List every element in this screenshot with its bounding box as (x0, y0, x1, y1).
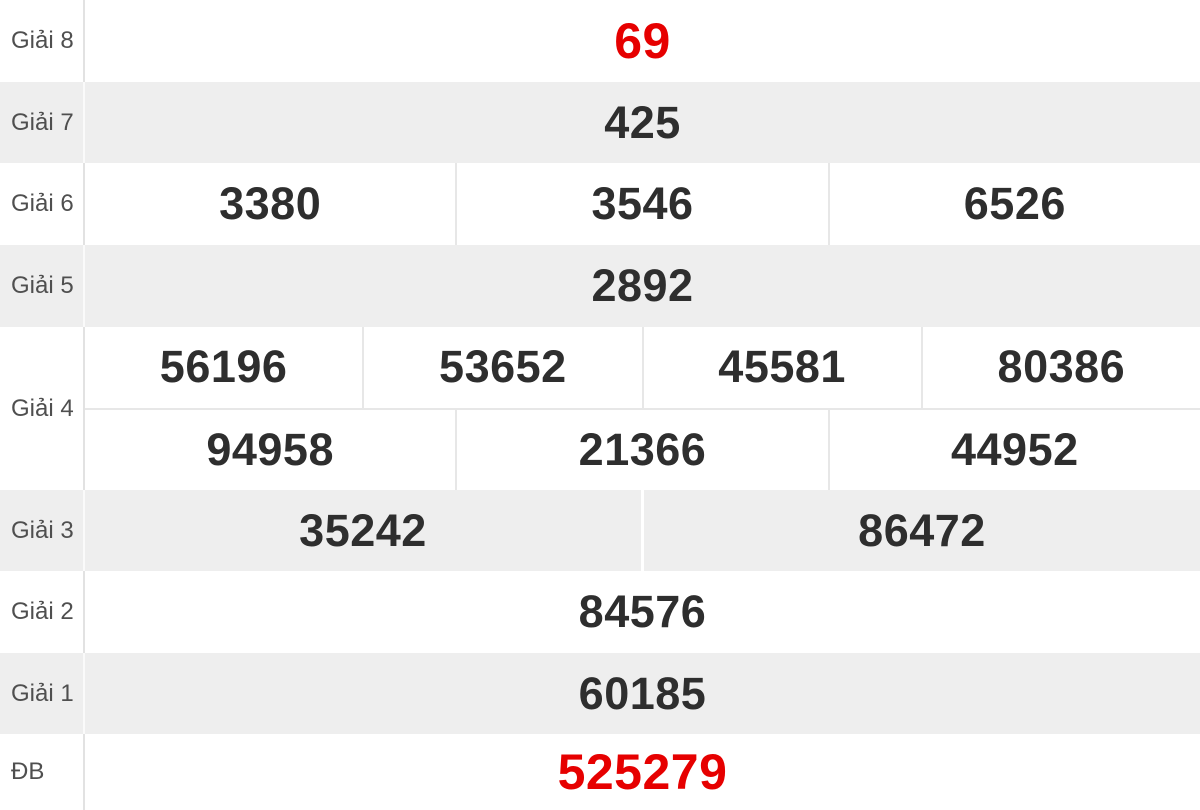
prize-values: 3380 3546 6526 (85, 163, 1200, 245)
prize-row-db: ĐB 525279 (0, 734, 1200, 810)
prize-subrow: 3380 3546 6526 (85, 163, 1200, 245)
prize-value-cell: 44952 (951, 423, 1079, 475)
prize-row-giai-4: Giải 4 56196 53652 45581 80386 94958 21366 4495… (0, 327, 1200, 490)
prize-value-cell: 35242 (85, 490, 644, 571)
prize-label: Giải 5 (0, 245, 85, 327)
prize-value-cell: 84576 (578, 586, 707, 637)
prize-row-giai-5: Giải 5 2892 (0, 245, 1200, 327)
prize-values: 84576 (85, 571, 1200, 653)
prize-label: Giải 6 (0, 163, 85, 245)
prize-value-cell: 60185 (578, 667, 707, 719)
prize-subrow: 56196 53652 45581 80386 (85, 327, 1200, 408)
prize-value-cell: 3546 (457, 163, 830, 245)
prize-label: ĐB (0, 734, 85, 810)
prize-values: 56196 53652 45581 80386 94958 21366 44952 (85, 327, 1200, 490)
prize-value-cell: 425 (604, 96, 681, 148)
prize-value-cell: 69 (614, 13, 671, 69)
prize-values: 35242 86472 (85, 490, 1200, 571)
prize-label: Giải 3 (0, 490, 85, 571)
prize-label: Giải 2 (0, 571, 85, 653)
prize-row-giai-1: Giải 1 60185 (0, 653, 1200, 734)
prize-subrow: 69 (85, 0, 1200, 82)
prize-value-cell: 525279 (557, 744, 728, 800)
prize-row-giai-6: Giải 6 3380 3546 6526 (0, 163, 1200, 245)
prize-label: Giải 1 (0, 653, 85, 734)
prize-row-giai-8: Giải 8 69 (0, 0, 1200, 82)
prize-value-cell: 45581 (644, 327, 923, 408)
prize-value-cell: 21366 (457, 409, 830, 490)
prize-row-giai-3: Giải 3 35242 86472 (0, 490, 1200, 571)
prize-label: Giải 7 (0, 82, 85, 163)
prize-subrow: 425 (85, 82, 1200, 163)
prize-value-cell: 94958 (85, 409, 458, 490)
prize-subrow: 60185 (85, 653, 1200, 734)
prize-subrow: 84576 (85, 571, 1200, 653)
prize-values: 525279 (85, 734, 1200, 810)
prize-value-cell: 56196 (85, 327, 365, 408)
prize-label: Giải 8 (0, 0, 85, 82)
prize-values: 2892 (85, 245, 1200, 327)
prize-values: 425 (85, 82, 1200, 163)
prize-value-cell: 80386 (997, 341, 1126, 393)
prize-label: Giải 4 (0, 327, 85, 490)
prize-subrow: 94958 21366 44952 (85, 407, 1200, 490)
prize-subrow: 35242 86472 (85, 490, 1200, 571)
prize-values: 60185 (85, 653, 1200, 734)
prize-values: 69 (85, 0, 1200, 82)
prize-subrow: 2892 (85, 245, 1200, 327)
prize-value-cell: 2892 (591, 260, 694, 311)
prize-row-giai-2: Giải 2 84576 (0, 571, 1200, 653)
prize-value-cell: 6526 (963, 178, 1066, 229)
prize-row-giai-7: Giải 7 425 (0, 82, 1200, 163)
prize-value-cell: 53652 (364, 327, 644, 408)
prize-value-cell: 3380 (85, 163, 458, 245)
prize-subrow: 525279 (85, 734, 1200, 810)
prize-value-cell: 86472 (858, 504, 986, 556)
